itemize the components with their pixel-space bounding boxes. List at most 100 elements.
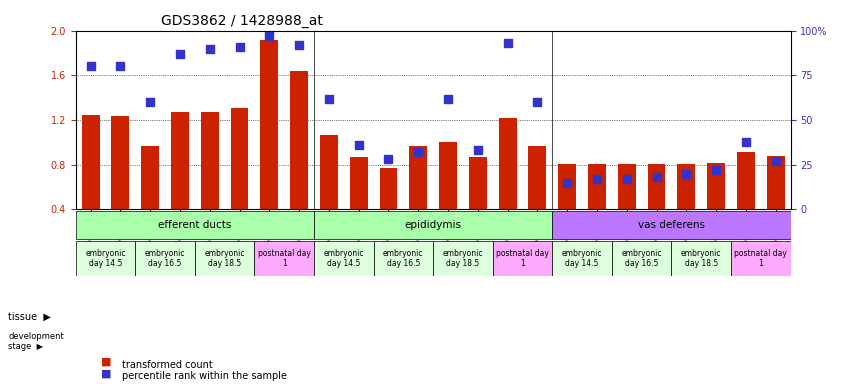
- FancyBboxPatch shape: [553, 241, 611, 276]
- Point: [680, 170, 693, 177]
- Bar: [379, 168, 397, 209]
- Bar: [618, 164, 636, 209]
- FancyBboxPatch shape: [135, 241, 195, 276]
- Point: [501, 40, 515, 46]
- Bar: [528, 146, 547, 209]
- Bar: [404, 31, 433, 209]
- Bar: [76, 31, 105, 209]
- Text: postnatal day
1: postnatal day 1: [734, 248, 787, 268]
- Bar: [493, 31, 522, 209]
- Text: efferent ducts: efferent ducts: [158, 220, 231, 230]
- Text: embryonic
day 18.5: embryonic day 18.5: [442, 248, 483, 268]
- Bar: [522, 31, 553, 209]
- Text: percentile rank within the sample: percentile rank within the sample: [122, 371, 287, 381]
- Bar: [677, 164, 696, 209]
- Bar: [171, 112, 189, 209]
- Text: development
stage  ▶: development stage ▶: [8, 332, 64, 351]
- Bar: [230, 108, 248, 209]
- Bar: [141, 146, 159, 209]
- Point: [203, 46, 216, 52]
- FancyBboxPatch shape: [731, 241, 791, 276]
- Text: postnatal day
1: postnatal day 1: [496, 248, 549, 268]
- Bar: [82, 114, 99, 209]
- Bar: [731, 31, 761, 209]
- Text: embryonic
day 14.5: embryonic day 14.5: [324, 248, 364, 268]
- Bar: [165, 31, 195, 209]
- Bar: [499, 118, 516, 209]
- Bar: [553, 31, 582, 209]
- Bar: [225, 31, 254, 209]
- Bar: [344, 31, 373, 209]
- Bar: [642, 31, 671, 209]
- Bar: [611, 31, 642, 209]
- FancyBboxPatch shape: [76, 241, 135, 276]
- Point: [293, 42, 306, 48]
- Bar: [463, 31, 493, 209]
- Text: embryonic
day 14.5: embryonic day 14.5: [85, 248, 125, 268]
- Point: [382, 156, 395, 162]
- FancyBboxPatch shape: [254, 241, 314, 276]
- Bar: [195, 31, 225, 209]
- Text: epididymis: epididymis: [405, 220, 462, 230]
- Point: [322, 96, 336, 102]
- Bar: [111, 116, 130, 209]
- Bar: [410, 146, 427, 209]
- FancyBboxPatch shape: [373, 241, 433, 276]
- Text: transformed count: transformed count: [122, 360, 213, 370]
- FancyBboxPatch shape: [314, 211, 553, 238]
- Bar: [468, 157, 487, 209]
- Point: [590, 176, 604, 182]
- Bar: [105, 31, 135, 209]
- Bar: [588, 164, 606, 209]
- Text: ■: ■: [101, 368, 111, 378]
- Point: [262, 33, 276, 39]
- Bar: [761, 31, 791, 209]
- Bar: [737, 152, 754, 209]
- Text: tissue  ▶: tissue ▶: [8, 312, 51, 322]
- Bar: [320, 135, 338, 209]
- FancyBboxPatch shape: [553, 211, 791, 238]
- Bar: [135, 31, 165, 209]
- Bar: [767, 156, 785, 209]
- Bar: [558, 164, 576, 209]
- Text: ■: ■: [101, 357, 111, 367]
- Text: embryonic
day 14.5: embryonic day 14.5: [562, 248, 602, 268]
- Bar: [373, 31, 404, 209]
- Bar: [707, 162, 725, 209]
- Text: postnatal day
1: postnatal day 1: [257, 248, 310, 268]
- Point: [114, 63, 127, 70]
- Text: vas deferens: vas deferens: [637, 220, 705, 230]
- Text: embryonic
day 18.5: embryonic day 18.5: [204, 248, 245, 268]
- Text: embryonic
day 16.5: embryonic day 16.5: [145, 248, 185, 268]
- Point: [531, 99, 544, 105]
- Text: embryonic
day 16.5: embryonic day 16.5: [383, 248, 424, 268]
- FancyBboxPatch shape: [671, 241, 731, 276]
- Text: GDS3862 / 1428988_at: GDS3862 / 1428988_at: [161, 14, 323, 28]
- Point: [173, 51, 187, 57]
- Point: [650, 174, 664, 180]
- FancyBboxPatch shape: [433, 241, 493, 276]
- Bar: [671, 31, 701, 209]
- Bar: [254, 31, 284, 209]
- Bar: [648, 164, 665, 209]
- Text: embryonic
day 16.5: embryonic day 16.5: [621, 248, 662, 268]
- Point: [84, 63, 98, 70]
- Text: embryonic
day 18.5: embryonic day 18.5: [681, 248, 722, 268]
- Point: [709, 167, 722, 173]
- Bar: [439, 142, 457, 209]
- Point: [471, 147, 484, 154]
- FancyBboxPatch shape: [195, 241, 254, 276]
- Bar: [284, 31, 314, 209]
- Bar: [290, 71, 308, 209]
- Bar: [350, 157, 368, 209]
- Point: [442, 96, 455, 102]
- FancyBboxPatch shape: [314, 241, 373, 276]
- Point: [144, 99, 157, 105]
- Point: [769, 158, 782, 164]
- Point: [411, 149, 425, 156]
- Bar: [314, 31, 344, 209]
- Point: [560, 180, 574, 186]
- Bar: [582, 31, 611, 209]
- Point: [352, 142, 365, 148]
- Point: [233, 44, 246, 50]
